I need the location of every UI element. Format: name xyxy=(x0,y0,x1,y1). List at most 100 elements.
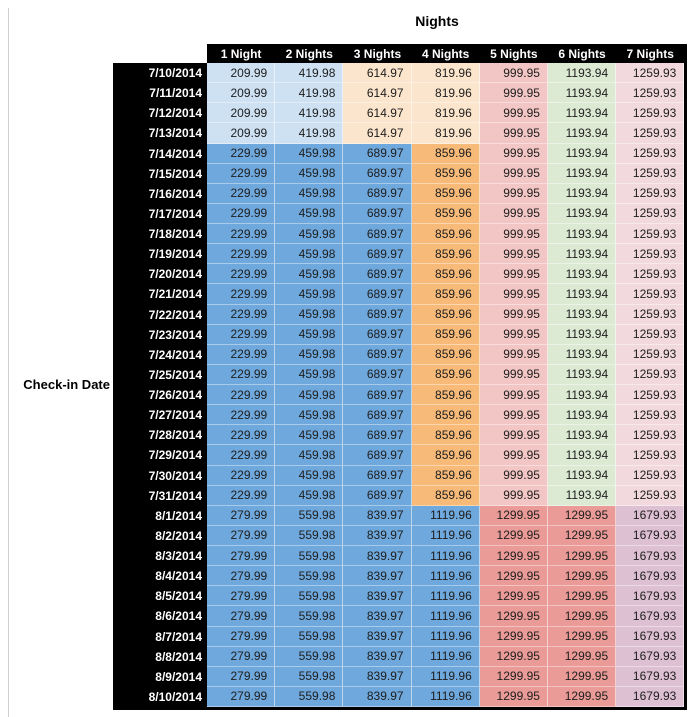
price-cell: 689.97 xyxy=(343,405,412,426)
row-date-label: 7/10/2014 xyxy=(113,63,207,84)
price-cell: 689.97 xyxy=(343,465,412,486)
row-date-label: 7/20/2014 xyxy=(113,264,207,285)
price-cell: 1299.95 xyxy=(479,546,548,567)
row-date-label: 8/1/2014 xyxy=(113,505,207,526)
price-cell: 1119.96 xyxy=(411,646,480,667)
price-cell: 1259.93 xyxy=(616,143,685,164)
row-date-label: 7/30/2014 xyxy=(113,465,207,486)
price-cell: 459.98 xyxy=(275,163,344,184)
price-cell: 279.99 xyxy=(207,586,276,607)
price-cell: 1679.93 xyxy=(616,546,685,567)
price-cell: 999.95 xyxy=(479,143,548,164)
price-cell: 229.99 xyxy=(207,364,276,385)
price-cell: 459.98 xyxy=(275,465,344,486)
price-cell: 1299.95 xyxy=(479,525,548,546)
price-cell: 229.99 xyxy=(207,264,276,285)
price-cell: 1259.93 xyxy=(616,385,685,406)
price-cell: 459.98 xyxy=(275,284,344,305)
price-cell: 229.99 xyxy=(207,244,276,265)
price-cell: 819.96 xyxy=(411,63,480,84)
price-cell: 999.95 xyxy=(479,344,548,365)
price-cell: 999.95 xyxy=(479,485,548,506)
price-cell: 689.97 xyxy=(343,284,412,305)
price-cell: 559.98 xyxy=(275,626,344,647)
price-cell: 859.96 xyxy=(411,344,480,365)
price-cell: 229.99 xyxy=(207,143,276,164)
price-cell: 689.97 xyxy=(343,244,412,265)
price-cell: 1259.93 xyxy=(616,63,685,84)
price-cell: 999.95 xyxy=(479,364,548,385)
price-cell: 419.98 xyxy=(275,63,344,84)
price-cell: 459.98 xyxy=(275,425,344,446)
price-cell: 859.96 xyxy=(411,425,480,446)
price-cell: 1299.95 xyxy=(547,566,617,587)
price-cell: 839.97 xyxy=(343,646,412,667)
price-cell: 459.98 xyxy=(275,344,344,365)
price-cell: 839.97 xyxy=(343,566,412,587)
price-cell: 1679.93 xyxy=(616,646,685,667)
row-date-label: 7/11/2014 xyxy=(113,83,207,104)
price-cell: 1299.95 xyxy=(547,606,617,627)
column-header: 3 Nights xyxy=(343,44,412,63)
price-cell: 859.96 xyxy=(411,465,480,486)
price-cell: 689.97 xyxy=(343,264,412,285)
price-cell: 419.98 xyxy=(275,123,344,144)
price-cell: 999.95 xyxy=(479,103,548,124)
row-date-label: 7/16/2014 xyxy=(113,183,207,204)
price-cell: 859.96 xyxy=(411,445,480,466)
price-cell: 999.95 xyxy=(479,83,548,104)
price-cell: 1259.93 xyxy=(616,224,685,245)
price-cell: 689.97 xyxy=(343,364,412,385)
price-cell: 229.99 xyxy=(207,324,276,345)
price-cell: 1679.93 xyxy=(616,566,685,587)
price-cell: 1119.96 xyxy=(411,586,480,607)
price-cell: 1259.93 xyxy=(616,264,685,285)
row-date-label: 7/28/2014 xyxy=(113,425,207,446)
price-cell: 614.97 xyxy=(343,103,412,124)
price-cell: 1119.96 xyxy=(411,666,480,687)
price-cell: 999.95 xyxy=(479,244,548,265)
price-cell: 1259.93 xyxy=(616,244,685,265)
price-cell: 1193.94 xyxy=(547,284,617,305)
row-date-label: 7/23/2014 xyxy=(113,324,207,345)
price-cell: 999.95 xyxy=(479,405,548,426)
price-cell: 1679.93 xyxy=(616,505,685,526)
row-date-label: 7/18/2014 xyxy=(113,224,207,245)
price-cell: 1679.93 xyxy=(616,586,685,607)
price-cell: 819.96 xyxy=(411,103,480,124)
price-cell: 229.99 xyxy=(207,385,276,406)
price-cell: 859.96 xyxy=(411,264,480,285)
price-cell: 1193.94 xyxy=(547,465,617,486)
price-cell: 1259.93 xyxy=(616,485,685,506)
price-cell: 614.97 xyxy=(343,123,412,144)
price-cell: 1259.93 xyxy=(616,183,685,204)
price-cell: 1299.95 xyxy=(479,666,548,687)
price-cell: 1119.96 xyxy=(411,686,480,707)
price-cell: 459.98 xyxy=(275,304,344,325)
price-cell: 689.97 xyxy=(343,163,412,184)
price-cell: 209.99 xyxy=(207,123,276,144)
price-cell: 1299.95 xyxy=(479,646,548,667)
price-cell: 999.95 xyxy=(479,425,548,446)
price-cell: 999.95 xyxy=(479,304,548,325)
price-cell: 1119.96 xyxy=(411,525,480,546)
row-date-label: 7/13/2014 xyxy=(113,123,207,144)
price-cell: 1259.93 xyxy=(616,465,685,486)
price-cell: 839.97 xyxy=(343,686,412,707)
price-cell: 1299.95 xyxy=(479,505,548,526)
price-cell: 689.97 xyxy=(343,485,412,506)
column-header: 7 Nights xyxy=(616,44,685,63)
price-cell: 459.98 xyxy=(275,183,344,204)
price-cell: 1193.94 xyxy=(547,103,617,124)
price-cell: 859.96 xyxy=(411,203,480,224)
row-date-label: 8/6/2014 xyxy=(113,606,207,627)
price-cell: 419.98 xyxy=(275,103,344,124)
price-cell: 1259.93 xyxy=(616,364,685,385)
price-cell: 559.98 xyxy=(275,586,344,607)
price-cell: 1193.94 xyxy=(547,83,617,104)
price-cell: 1259.93 xyxy=(616,103,685,124)
price-cell: 1193.94 xyxy=(547,425,617,446)
price-cell: 459.98 xyxy=(275,143,344,164)
price-cell: 229.99 xyxy=(207,405,276,426)
price-cell: 859.96 xyxy=(411,163,480,184)
